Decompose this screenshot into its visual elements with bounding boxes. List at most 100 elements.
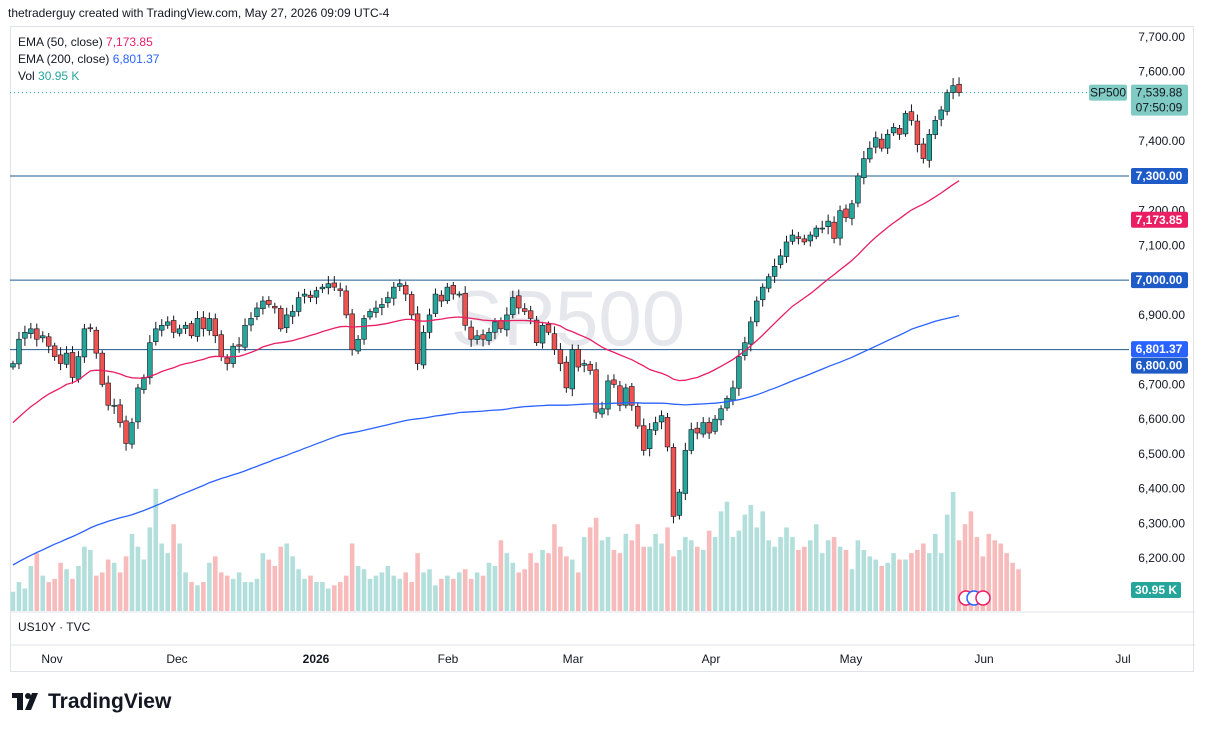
volume-bar [689, 540, 694, 611]
candle-body [706, 421, 712, 434]
candle-body [129, 422, 135, 445]
volume-bar [992, 540, 998, 611]
volume-bar [171, 524, 176, 611]
tradingview-logo-icon [12, 693, 38, 710]
volume-bar [516, 572, 522, 611]
candle-body [248, 318, 254, 326]
volume-bar [534, 562, 539, 611]
volume-bar [998, 543, 1003, 611]
legend-ema50[interactable]: EMA (50, close) 7,173.85 [18, 34, 153, 51]
volume-bar [183, 572, 188, 611]
candle-body [361, 318, 367, 340]
candle-body [557, 349, 564, 364]
volume-bar [52, 578, 57, 611]
volume-bar [349, 543, 355, 611]
volume-bar [778, 537, 783, 611]
candle-body [236, 344, 242, 347]
volume-bar [486, 562, 492, 611]
legend-value: 30.95 K [38, 69, 80, 83]
candle-body [188, 323, 195, 337]
price-tag-7300: 7,300.00 [1136, 169, 1183, 183]
candle-body [754, 300, 760, 323]
volume-bar [766, 540, 771, 611]
volume-bar [326, 588, 331, 611]
volume-bar [897, 559, 902, 611]
symbol-tag: SP500 [1090, 86, 1126, 100]
volume-bar [28, 566, 34, 611]
candle-body [355, 338, 361, 352]
volume-bar [706, 530, 712, 611]
candle-body [510, 297, 516, 315]
volume-bar [99, 572, 105, 611]
secondary-pane-label: US10Y · TVC [18, 620, 91, 634]
candle-body [170, 320, 177, 333]
volume-bar [867, 556, 873, 611]
candle-body [593, 369, 599, 413]
candle-body [640, 425, 647, 451]
volume-bar [903, 559, 908, 611]
volume-bar [153, 488, 159, 611]
chart-frame [10, 26, 1194, 672]
candle-body [22, 331, 28, 339]
volume-bar [58, 562, 63, 611]
candle-body [385, 297, 391, 304]
volume-bar [302, 578, 307, 611]
candle-body [843, 208, 849, 218]
candle-body [28, 328, 34, 334]
candle-body [688, 429, 695, 451]
volume-bar [468, 578, 474, 611]
volume-bar [308, 575, 313, 611]
volume-bar [82, 546, 87, 611]
candle-body [313, 290, 320, 298]
volume-bar [445, 575, 450, 611]
volume-bar [1010, 562, 1015, 611]
tradingview-logo[interactable]: TradingView [12, 690, 171, 714]
volume-bar [754, 527, 760, 611]
candle-body [432, 293, 439, 314]
volume-bar [504, 553, 510, 611]
candle-body [807, 234, 814, 242]
volume-bar [712, 537, 718, 611]
volume-bar [40, 575, 46, 611]
candle-body [182, 325, 189, 329]
volume-bar [730, 537, 736, 611]
volume-bar [968, 511, 974, 611]
volume-bar [605, 537, 611, 611]
candle-body [849, 203, 855, 219]
volume-bar [343, 575, 349, 611]
y-axis-tick: 6,300.00 [1138, 516, 1185, 530]
candle-body [474, 335, 480, 340]
y-axis-tick: 7,600.00 [1138, 65, 1185, 79]
candle-body [563, 361, 570, 389]
candle-body [920, 143, 927, 159]
candle-body [914, 120, 921, 145]
volume-bar [742, 514, 748, 611]
candle-body [51, 345, 58, 357]
volume-bar [921, 543, 926, 611]
volume-bar [927, 553, 932, 611]
volume-bar [623, 533, 629, 611]
candle-body [533, 319, 540, 344]
candle-body [289, 311, 296, 317]
ema50-line [12, 180, 960, 424]
volume-bar [498, 540, 504, 611]
x-axis-tick: Feb [438, 652, 459, 666]
legend-volume[interactable]: Vol 30.95 K [18, 68, 79, 85]
candle-body [45, 336, 52, 347]
volume-bar [385, 566, 391, 611]
candle-body [795, 236, 802, 239]
candle-body [40, 335, 46, 339]
legend-ema200[interactable]: EMA (200, close) 6,801.37 [18, 51, 159, 68]
volume-bar [480, 575, 486, 611]
volume-bar [849, 569, 855, 611]
candle-body [498, 320, 504, 330]
candle-body [117, 404, 123, 423]
legend-label: EMA (200, close) [18, 52, 110, 66]
candle-body [10, 363, 16, 368]
volume-bar [159, 543, 165, 611]
volume-bar [570, 559, 575, 611]
volume-bar [760, 511, 765, 611]
candle-body [855, 175, 861, 204]
volume-bar [879, 566, 884, 611]
